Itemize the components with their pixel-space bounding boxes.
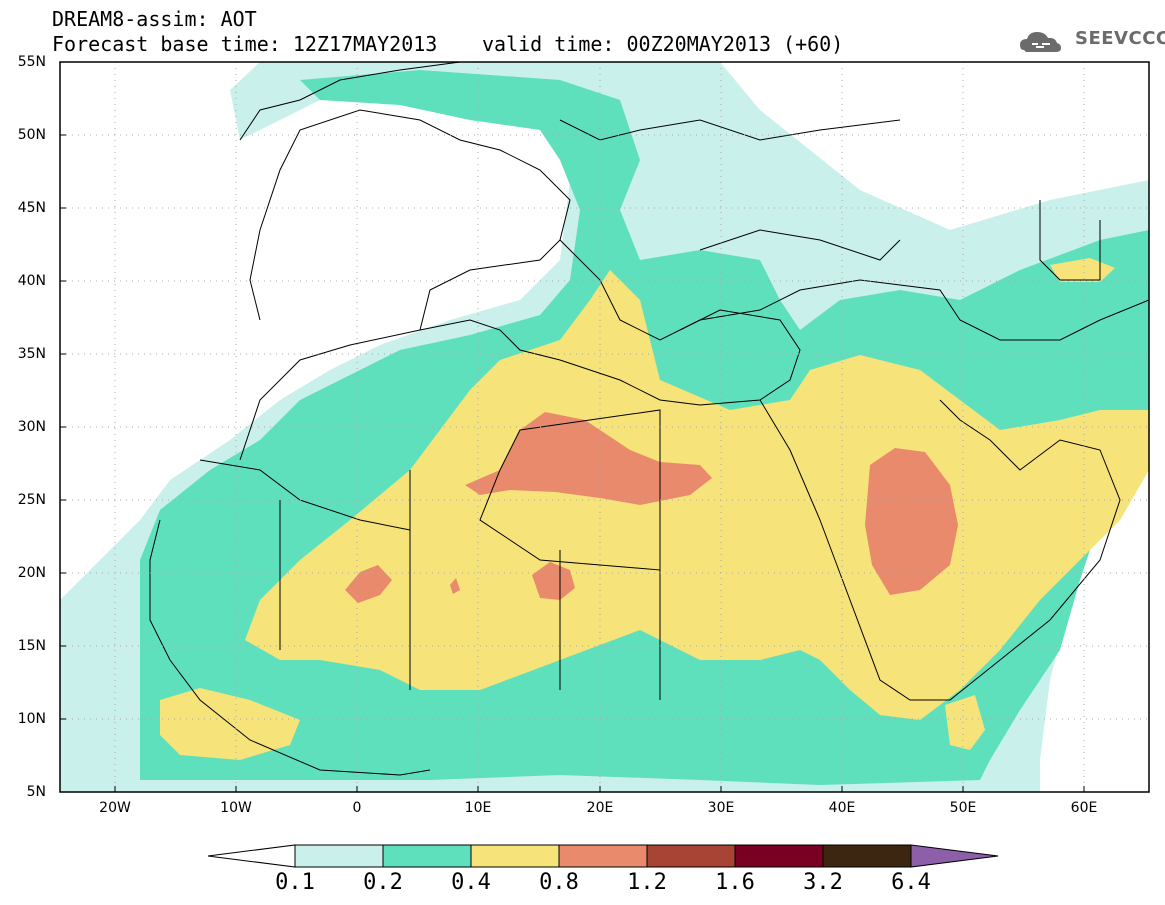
aot-level-0.4-horn bbox=[945, 695, 985, 750]
lat-label: 20N bbox=[17, 565, 46, 581]
aot-level-0.4 bbox=[245, 270, 1149, 720]
lon-label: 20W bbox=[99, 800, 131, 816]
colorbar-label: 1.6 bbox=[715, 870, 755, 895]
lat-label: 55N bbox=[17, 54, 46, 70]
lon-label: 10E bbox=[464, 800, 492, 816]
chart-title: DREAM8-assim: AOT bbox=[52, 7, 257, 31]
aot-level-0.8-chad bbox=[532, 562, 575, 600]
lon-label: 30E bbox=[707, 800, 735, 816]
colorbar-label: 0.8 bbox=[539, 870, 579, 895]
colorbar-swatch bbox=[822, 844, 912, 868]
colorbar-label: 3.2 bbox=[803, 870, 843, 895]
lon-label: 40E bbox=[828, 800, 856, 816]
lat-label: 25N bbox=[17, 492, 46, 508]
colorbar-label: 0.2 bbox=[363, 870, 403, 895]
aot-level-0.8-mali bbox=[345, 565, 392, 603]
colorbar-swatch bbox=[382, 844, 472, 868]
colorbar-left-arrow bbox=[207, 844, 296, 868]
valid-time: valid time: 00Z20MAY2013 (+60) bbox=[482, 32, 844, 56]
aot-level-0.8-libya bbox=[465, 412, 712, 505]
lon-label: 60E bbox=[1070, 800, 1098, 816]
lat-label: 15N bbox=[17, 638, 46, 654]
cloud-icon bbox=[1020, 32, 1061, 52]
lon-label: 0 bbox=[352, 800, 362, 816]
axis-ticks bbox=[60, 61, 1085, 792]
colorbar-swatch bbox=[646, 844, 736, 868]
lat-label: 40N bbox=[17, 273, 46, 289]
aot-level-0.8-niger bbox=[450, 578, 460, 594]
colorbar-label: 0.4 bbox=[451, 870, 491, 895]
lon-label: 50E bbox=[949, 800, 977, 816]
colorbar-swatch bbox=[558, 844, 648, 868]
lat-label: 30N bbox=[17, 419, 46, 435]
colorbar-swatch bbox=[470, 844, 560, 868]
lon-label: 10W bbox=[220, 800, 252, 816]
colorbar-label: 0.1 bbox=[275, 870, 315, 895]
lon-label: 20E bbox=[586, 800, 614, 816]
aot-contours bbox=[60, 62, 1149, 792]
colorbar-swatch bbox=[734, 844, 824, 868]
lat-label: 50N bbox=[17, 127, 46, 143]
logo-text: SEEVCCC bbox=[1075, 28, 1165, 49]
aot-level-0.4-caspian bbox=[1050, 258, 1115, 282]
lat-label: 35N bbox=[17, 346, 46, 362]
lat-label: 10N bbox=[17, 711, 46, 727]
colorbar-right-arrow bbox=[910, 844, 999, 868]
colorbar-swatch bbox=[294, 844, 384, 868]
lat-label: 45N bbox=[17, 200, 46, 216]
lat-label: 5N bbox=[26, 784, 46, 800]
colorbar-label: 6.4 bbox=[891, 870, 931, 895]
colorbar-label: 1.2 bbox=[627, 870, 667, 895]
aot-level-0.8-arabia bbox=[865, 448, 958, 595]
forecast-base-time: Forecast base time: 12Z17MAY2013 bbox=[52, 32, 438, 56]
